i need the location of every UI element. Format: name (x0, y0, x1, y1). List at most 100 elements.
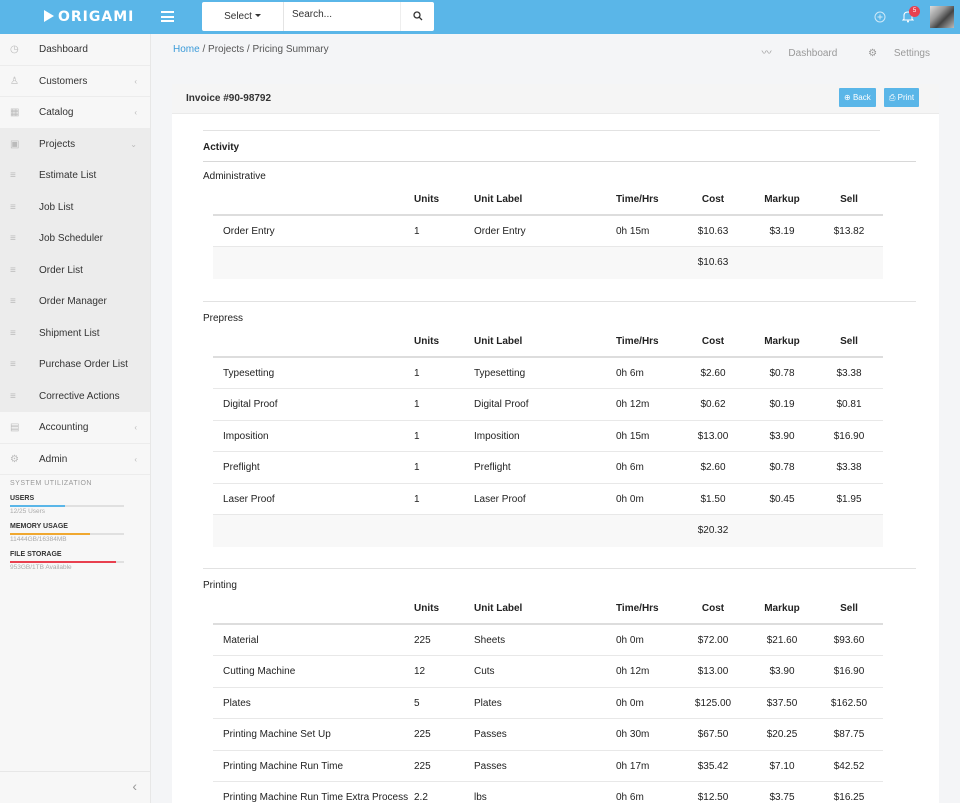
sidebar-item-customers[interactable]: ♙ Customers ‹ (0, 66, 150, 97)
column-header: Sell (840, 336, 858, 347)
column-header: Unit Label (474, 336, 523, 347)
sidebar-item-order-manager[interactable]: ≡ Order Manager (0, 286, 150, 318)
list-icon: ≡ (10, 327, 16, 339)
row-markup: $0.78 (769, 367, 795, 379)
back-button[interactable]: ⊕ Back (839, 88, 876, 107)
chevron-icon: ‹ (134, 108, 137, 117)
sidebar-item-label: Dashboard (39, 44, 88, 55)
row-units: 1 (414, 367, 420, 379)
row-units: 2.2 (414, 792, 428, 803)
column-header: Unit Label (474, 603, 523, 614)
table-total-row: $10.63 (213, 247, 883, 279)
column-header: Cost (701, 603, 725, 614)
table-row: Preflight 1 Preflight 0h 6m $2.60 $0.78 $3.38 (213, 452, 883, 484)
row-sell: $0.81 (836, 399, 862, 410)
sidebar-item-job-scheduler[interactable]: ≡ Job Scheduler (0, 223, 150, 255)
row-sell: $3.38 (836, 367, 862, 379)
grid-icon: ▦ (10, 107, 20, 118)
sidebar-item-shipment-list[interactable]: ≡ Shipment List (0, 317, 150, 349)
row-sell: $87.75 (833, 729, 865, 740)
column-header: Time/Hrs (616, 336, 659, 347)
sidebar-item-estimate-list[interactable]: ≡ Estimate List (0, 160, 150, 192)
row-item-name: Cutting Machine (223, 666, 296, 677)
sidebar-item-corrective-actions[interactable]: ≡ Corrective Actions (0, 380, 150, 412)
user-avatar[interactable] (930, 6, 954, 28)
sidebar-item-label: Estimate List (39, 170, 97, 181)
breadcrumb-home-link[interactable]: Home (173, 44, 200, 55)
menu-toggle-icon[interactable] (161, 11, 174, 22)
row-cost: $2.60 (700, 462, 726, 473)
table-row: Order Entry 1 Order Entry 0h 15m $10.63 $3.19… (213, 216, 883, 247)
sidebar-item-accounting[interactable]: ▤ Accounting ‹ (0, 412, 150, 444)
table-row: Laser Proof 1 Laser Proof 0h 0m $1.50 $0.45 $1… (213, 484, 883, 515)
chevron-icon: ‹ (134, 76, 137, 86)
row-cost: $72.00 (697, 634, 729, 646)
sidebar-item-catalog[interactable]: ▦ Catalog ‹ (0, 97, 150, 129)
sidebar-item-label: Job Scheduler (39, 233, 103, 244)
utilization-title: FILE STORAGE (10, 551, 62, 558)
sidebar-item-label: Accounting (39, 422, 89, 433)
section-title: Printing (203, 580, 237, 591)
row-sell: $93.60 (833, 634, 865, 646)
utilization-file-storage: FILE STORAGE 953GB/1TB Available (0, 543, 150, 571)
system-utilization-title: SYSTEM UTILIZATION (10, 480, 92, 487)
row-unit-label: Typesetting (474, 367, 526, 379)
table-row: Imposition 1 Imposition 0h 15m $13.00 $3.90 $1… (213, 421, 883, 452)
sidebar-item-order-list[interactable]: ≡ Order List (0, 254, 150, 286)
row-units: 1 (414, 399, 420, 410)
sidebar: ◷ Dashboard ♙ Customers ‹ ▦ Catalog ‹ ▣ Projects ⌄… (0, 34, 151, 803)
back-button-label: Back (852, 93, 871, 102)
app-logo[interactable]: ORIGAMI (44, 0, 134, 34)
sidebar-item-job-list[interactable]: ≡ Job List (0, 191, 150, 223)
row-units: 1 (414, 225, 420, 237)
sidebar-item-label: Admin (39, 453, 68, 465)
row-item-name: Digital Proof (223, 399, 278, 410)
search-input[interactable] (292, 9, 392, 20)
search-button[interactable] (400, 2, 434, 31)
row-unit-label: Order Entry (474, 225, 526, 237)
column-header: Cost (701, 336, 725, 347)
utilization-memory-usage: MEMORY USAGE 11444GB/16384MB (0, 515, 150, 543)
search-scope-label: Select (224, 11, 252, 22)
chevron-icon: ‹ (134, 454, 137, 464)
utilization-title: MEMORY USAGE (10, 523, 68, 530)
row-units: 5 (414, 697, 420, 709)
chevron-icon: ⌄ (130, 139, 137, 149)
add-circle-icon[interactable] (874, 11, 886, 23)
row-units: 1 (414, 430, 420, 442)
quicklink-dashboard[interactable]: 〰 Dashboard (748, 48, 838, 59)
utilization-bar (10, 533, 124, 535)
row-item-name: Plates (223, 697, 251, 709)
row-sell: $162.50 (830, 697, 868, 709)
quicklink-settings[interactable]: ⚙ Settings (854, 48, 930, 59)
row-item-name: Material (223, 634, 259, 646)
system-utilization: USERS 12/25 Users MEMORY USAGE 11444GB/1638… (0, 487, 150, 571)
row-time: 0h 0m (616, 634, 644, 646)
sidebar-item-projects[interactable]: ▣ Projects ⌄ (0, 128, 150, 160)
row-item-name: Printing Machine Run Time Extra Process (223, 792, 409, 803)
sidebar-collapse-button[interactable]: ‹ (0, 771, 151, 803)
print-button[interactable]: ⎙ Print (884, 88, 920, 107)
sidebar-item-admin[interactable]: ⚙ Admin ‹ (0, 444, 150, 475)
row-markup: $7.10 (769, 760, 795, 772)
row-sell: $13.82 (833, 225, 865, 237)
list-icon: ≡ (10, 296, 16, 307)
row-item-name: Imposition (223, 430, 269, 442)
row-cost: $0.62 (700, 399, 726, 410)
sidebar-item-label: Shipment List (39, 327, 100, 339)
sidebar-item-dashboard[interactable]: ◷ Dashboard (0, 34, 150, 66)
search-scope-select[interactable]: Select (202, 2, 284, 31)
gear-icon: ⚙ (10, 453, 19, 465)
list-icon: ≡ (10, 170, 16, 181)
row-time: 0h 12m (616, 399, 650, 410)
column-header: Cost (701, 194, 725, 205)
total-cost: $10.63 (697, 257, 729, 268)
column-header: Time/Hrs (616, 603, 659, 614)
quick-links: 〰 Dashboard ⚙ Settings (734, 44, 930, 59)
breadcrumb: Home / Projects / Pricing Summary (173, 44, 329, 55)
utilization-bar-fill (10, 505, 65, 507)
row-time: 0h 0m (616, 493, 644, 505)
row-cost: $67.50 (697, 729, 729, 740)
sidebar-item-purchase-order-list[interactable]: ≡ Purchase Order List (0, 349, 150, 381)
table-header-row: Units Unit Label Time/Hrs Cost Markup Sell (213, 326, 883, 358)
